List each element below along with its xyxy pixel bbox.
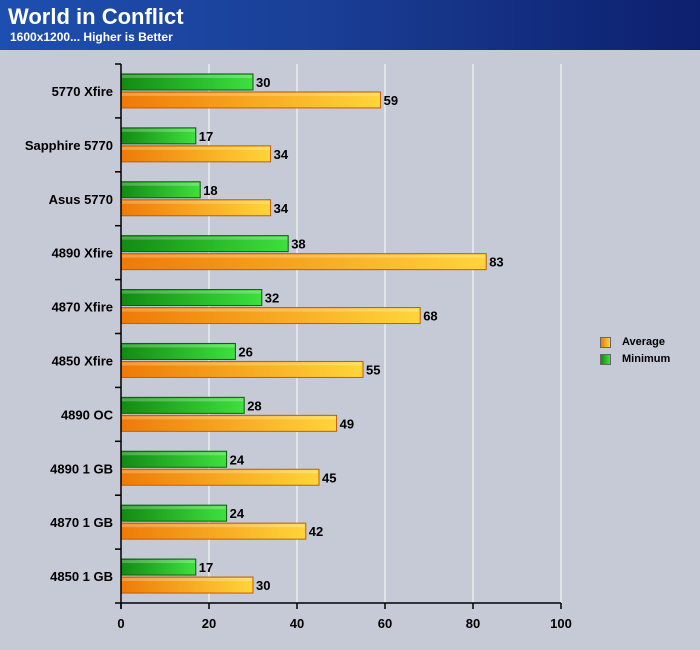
data-label-minimum-1: 17	[199, 129, 213, 144]
data-label-average-3: 83	[489, 255, 503, 270]
grid-layer	[120, 64, 562, 603]
category-label-9: 4850 1 GB	[50, 569, 113, 584]
bar-highlight-average-4	[122, 308, 420, 312]
legend-swatch-minimum	[600, 353, 611, 365]
x-tick-label-40: 40	[290, 616, 304, 631]
data-label-average-7: 45	[322, 470, 336, 485]
category-label-7: 4890 1 GB	[50, 461, 113, 476]
bar-highlight-minimum-7	[122, 452, 226, 456]
data-label-average-1: 34	[274, 147, 289, 162]
bar-highlight-minimum-1	[122, 128, 195, 132]
bar-highlight-minimum-0	[122, 74, 252, 78]
bar-highlight-minimum-6	[122, 398, 244, 402]
bar-highlight-minimum-3	[122, 236, 288, 240]
data-label-minimum-2: 18	[203, 183, 217, 198]
bar-highlight-average-6	[122, 416, 336, 420]
x-tick-label-20: 20	[202, 616, 216, 631]
category-label-6: 4890 OC	[61, 407, 114, 422]
data-label-average-2: 34	[274, 201, 289, 216]
data-label-average-0: 59	[384, 93, 398, 108]
legend-item-average: Average	[600, 334, 670, 350]
category-label-3: 4890 Xfire	[52, 246, 113, 261]
bar-highlight-average-9	[122, 578, 252, 582]
bar-highlight-minimum-5	[122, 344, 235, 348]
legend-item-minimum: Minimum	[600, 351, 670, 367]
category-label-4: 4870 Xfire	[52, 300, 113, 315]
data-label-minimum-8: 24	[230, 506, 245, 521]
bar-highlight-average-5	[122, 362, 362, 366]
bar-layer	[120, 73, 487, 594]
label-layer: 5770 Xfire 30 59 Sapphire 5770 17 34 Asus 5770…	[25, 75, 504, 593]
data-label-average-4: 68	[423, 309, 437, 324]
x-tick-label-0: 0	[117, 616, 124, 631]
data-label-minimum-9: 17	[199, 560, 213, 575]
data-label-average-6: 49	[340, 416, 354, 431]
category-label-2: Asus 5770	[49, 192, 113, 207]
category-label-1: Sapphire 5770	[25, 138, 113, 153]
data-label-average-5: 55	[366, 362, 380, 377]
bar-highlight-average-0	[122, 92, 380, 96]
x-tick-label-60: 60	[378, 616, 392, 631]
data-label-minimum-3: 38	[291, 237, 305, 252]
legend-label-average: Average	[622, 336, 666, 348]
bar-highlight-minimum-8	[122, 506, 226, 510]
data-label-average-9: 30	[256, 578, 270, 593]
bar-highlight-minimum-4	[122, 290, 261, 294]
data-label-minimum-7: 24	[230, 452, 245, 467]
legend-swatch-average	[600, 336, 611, 348]
data-label-minimum-4: 32	[265, 291, 279, 306]
legend: Average Minimum	[600, 334, 670, 368]
data-label-minimum-0: 30	[256, 75, 270, 90]
data-label-minimum-6: 28	[247, 398, 261, 413]
bar-highlight-minimum-2	[122, 182, 200, 186]
bar-highlight-average-7	[122, 470, 318, 474]
legend-label-minimum: Minimum	[622, 353, 671, 365]
category-label-0: 5770 Xfire	[52, 84, 113, 99]
data-label-minimum-5: 26	[238, 344, 252, 359]
x-tick-label-80: 80	[466, 616, 480, 631]
data-label-average-8: 42	[309, 524, 323, 539]
category-label-5: 4850 Xfire	[52, 353, 113, 368]
category-label-8: 4870 1 GB	[50, 515, 113, 530]
chart-subtitle: 1600x1200... Higher is Better	[10, 30, 173, 44]
bar-highlight-average-1	[122, 146, 270, 150]
bar-highlight-average-8	[122, 524, 305, 528]
axis-layer: 0 20 40 60 80 100	[115, 63, 572, 631]
bar-highlight-average-2	[122, 200, 270, 204]
bar-highlight-minimum-9	[122, 560, 195, 564]
x-tick-label-100: 100	[550, 616, 572, 631]
chart-title: World in Conflict	[8, 4, 184, 29]
chart-header: World in Conflict 1600x1200... Higher is…	[0, 0, 700, 50]
bar-highlight-average-3	[122, 254, 486, 258]
